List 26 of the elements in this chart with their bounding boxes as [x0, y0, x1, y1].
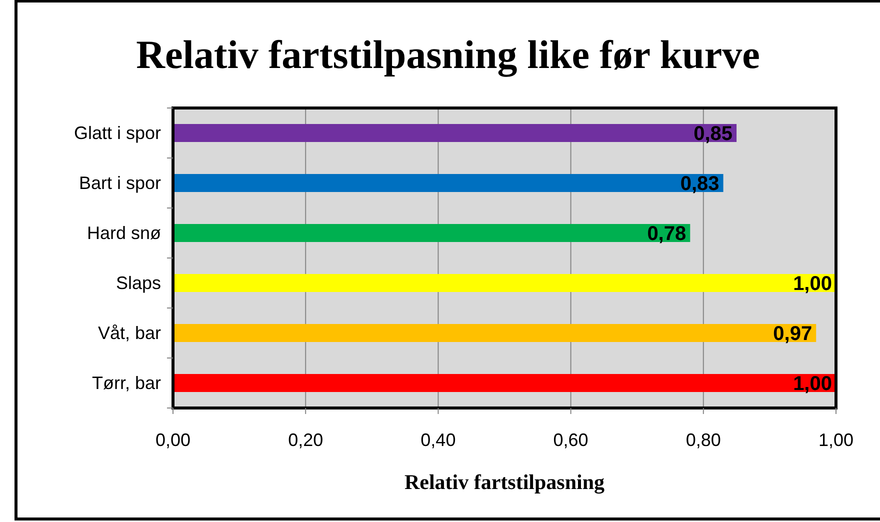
x-tick-label: 0,40	[420, 430, 456, 450]
bar	[173, 174, 724, 192]
data-label: 1,00	[793, 373, 832, 395]
bar	[173, 324, 816, 342]
bar	[173, 124, 737, 142]
x-tick-label: 0,80	[686, 430, 721, 450]
data-label: 0,78	[647, 223, 686, 245]
y-tick-label: Slaps	[116, 273, 161, 293]
y-tick-label: Våt, bar	[98, 323, 161, 343]
bar	[173, 224, 690, 242]
data-label: 0,85	[694, 123, 733, 145]
y-tick-label: Hard snø	[86, 223, 161, 243]
data-label: 0,97	[773, 323, 812, 345]
x-axis-title: Relativ fartstilpasning	[404, 470, 606, 494]
y-tick-label: Glatt i spor	[74, 123, 162, 143]
bar	[173, 374, 836, 392]
x-tick-label: 1,00	[818, 430, 854, 450]
data-label: 0,83	[680, 173, 720, 195]
y-tick-label: Bart i spor	[78, 173, 162, 193]
y-tick-label: Tørr, bar	[92, 373, 161, 393]
data-label: 1,00	[793, 273, 832, 295]
x-tick-label: 0,00	[155, 430, 191, 450]
x-tick-label: 0,20	[288, 430, 324, 450]
bar	[173, 274, 836, 292]
chart-title: Relativ fartstilpasning like før kurve	[136, 32, 760, 77]
x-tick-label: 0,60	[553, 430, 588, 450]
